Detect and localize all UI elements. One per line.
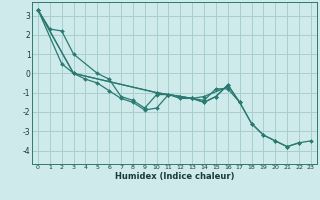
X-axis label: Humidex (Indice chaleur): Humidex (Indice chaleur) (115, 172, 234, 181)
